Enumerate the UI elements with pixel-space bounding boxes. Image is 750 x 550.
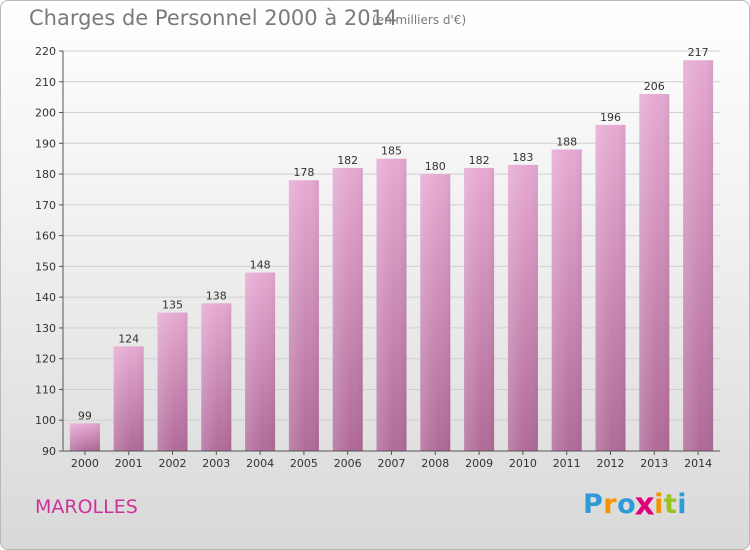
bar-highlight [69,423,100,451]
x-tick-label: 2012 [597,457,625,470]
data-label: 206 [644,80,665,93]
y-tick-label: 210 [35,76,56,89]
data-label: 135 [162,299,183,312]
y-tick-label: 100 [35,414,56,427]
x-tick-label: 2004 [246,457,274,470]
y-tick-label: 180 [35,168,56,181]
data-label: 183 [512,151,533,164]
y-tick-label: 130 [35,322,56,335]
x-tick-label: 2002 [159,457,187,470]
bar-highlight [288,180,319,451]
data-label: 138 [206,289,227,302]
data-label: 178 [293,166,314,179]
bar-highlight [683,60,714,451]
y-tick-label: 170 [35,199,56,212]
x-tick-label: 2006 [334,457,362,470]
x-tick-label: 2000 [71,457,99,470]
y-tick-label: 200 [35,107,56,120]
x-tick-label: 2001 [115,457,143,470]
y-tick-label: 150 [35,260,56,273]
x-tick-label: 2003 [202,457,230,470]
x-tick-label: 2008 [421,457,449,470]
logo-letter: o [617,489,637,520]
y-tick-label: 190 [35,137,56,150]
y-tick-label: 110 [35,383,56,396]
x-tick-label: 2013 [640,457,668,470]
data-label: 180 [425,160,446,173]
logo-letter: i [677,489,688,520]
data-label: 196 [600,111,621,124]
bar-highlight [201,303,232,451]
place-name: MAROLLES [35,496,138,518]
x-tick-label: 2005 [290,457,318,470]
data-label: 124 [118,332,139,345]
x-tick-label: 2014 [684,457,712,470]
data-label: 99 [78,409,92,422]
bar-highlight [595,124,626,451]
y-tick-label: 160 [35,230,56,243]
chart-title: Charges de Personnel 2000 à 2014 [29,6,398,30]
proxiti-logo: Proxiti [583,486,688,523]
x-tick-label: 2010 [509,457,537,470]
y-tick-label: 140 [35,291,56,304]
chart-subtitle: (en milliers d'€) [372,13,467,27]
x-tick-label: 2011 [553,457,581,470]
logo-letter: i [654,489,664,520]
bar-highlight [245,272,276,451]
y-tick-label: 90 [42,445,56,458]
bar-highlight [507,164,538,451]
bar-highlight [113,346,144,451]
y-tick-label: 220 [35,45,56,58]
bar-highlight [464,167,495,451]
data-label: 148 [250,259,271,272]
logo-letter: t [663,489,678,520]
x-tick-label: 2007 [378,457,406,470]
logo-letter: r [603,489,618,520]
bar-highlight [332,167,363,451]
bar-highlight [551,149,582,451]
data-label: 182 [469,154,490,167]
bar-highlight [376,158,407,451]
x-tick-label: 2009 [465,457,493,470]
logo-letter: P [583,489,604,520]
data-label: 182 [337,154,358,167]
data-label: 217 [688,46,709,59]
logo-letter: x [634,486,656,523]
data-label: 185 [381,145,402,158]
bar-highlight [420,174,451,452]
bar-highlight [639,94,670,452]
bar-highlight [157,312,188,451]
y-tick-label: 120 [35,353,56,366]
data-label: 188 [556,135,577,148]
